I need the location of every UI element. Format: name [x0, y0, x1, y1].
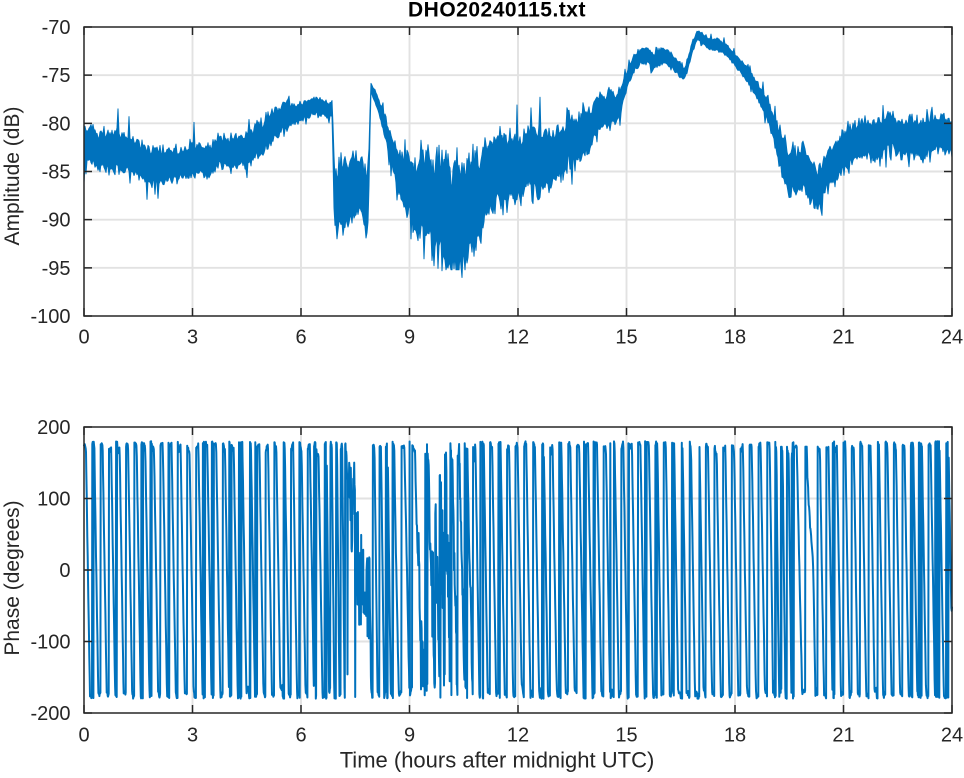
svg-text:-90: -90	[42, 210, 71, 232]
svg-text:24: 24	[941, 327, 963, 349]
svg-text:6: 6	[295, 327, 306, 349]
svg-text:-200: -200	[30, 703, 70, 725]
svg-text:18: 18	[724, 725, 746, 747]
svg-text:3: 3	[187, 327, 198, 349]
svg-text:12: 12	[507, 327, 529, 349]
svg-text:21: 21	[832, 725, 854, 747]
svg-text:3: 3	[187, 725, 198, 747]
svg-text:21: 21	[832, 327, 854, 349]
svg-text:6: 6	[295, 725, 306, 747]
svg-text:200: 200	[37, 417, 70, 439]
svg-text:0: 0	[78, 725, 89, 747]
svg-text:-100: -100	[30, 632, 70, 654]
svg-text:DHO20240115.txt: DHO20240115.txt	[408, 0, 586, 22]
svg-text:0: 0	[78, 327, 89, 349]
svg-text:Amplitude (dB): Amplitude (dB)	[1, 107, 24, 246]
svg-text:18: 18	[724, 327, 746, 349]
svg-text:-100: -100	[30, 306, 70, 328]
svg-text:9: 9	[404, 725, 415, 747]
svg-text:Phase (degrees): Phase (degrees)	[1, 500, 24, 655]
svg-text:-75: -75	[42, 65, 71, 87]
svg-text:0: 0	[59, 560, 70, 582]
svg-text:12: 12	[507, 725, 529, 747]
svg-text:15: 15	[615, 327, 637, 349]
svg-text:-85: -85	[42, 162, 71, 184]
svg-text:100: 100	[37, 489, 70, 511]
svg-text:Time (hours after midnight UTC: Time (hours after midnight UTC)	[340, 748, 655, 773]
svg-text:9: 9	[404, 327, 415, 349]
svg-text:24: 24	[941, 725, 963, 747]
svg-text:-70: -70	[42, 17, 71, 39]
svg-text:-80: -80	[42, 113, 71, 135]
svg-text:15: 15	[615, 725, 637, 747]
svg-text:-95: -95	[42, 258, 71, 280]
